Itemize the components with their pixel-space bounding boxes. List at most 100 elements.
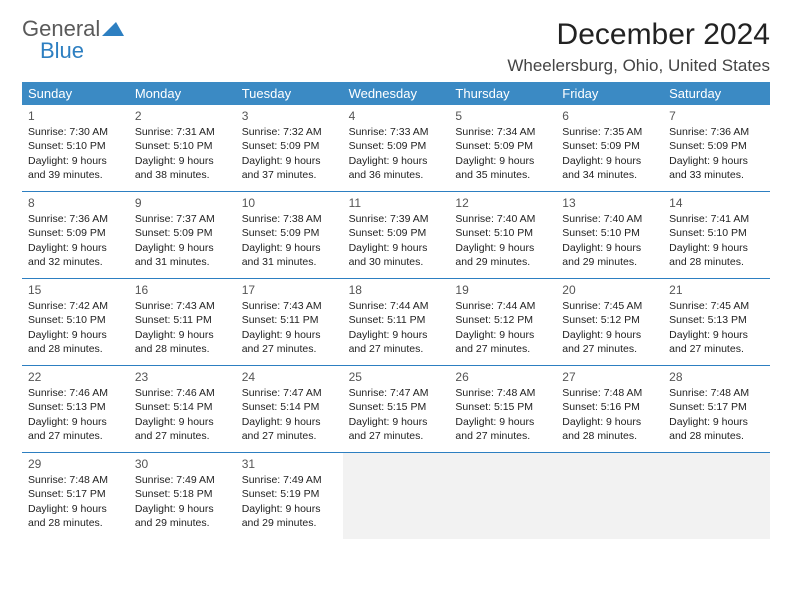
daylight-line: Daylight: 9 hours and 27 minutes. [242, 328, 337, 356]
sunrise-line: Sunrise: 7:34 AM [455, 125, 550, 139]
calendar: SundayMondayTuesdayWednesdayThursdayFrid… [22, 82, 770, 539]
logo-triangle-icon [102, 18, 124, 40]
sunrise-line: Sunrise: 7:38 AM [242, 212, 337, 226]
day-cell: 26Sunrise: 7:48 AMSunset: 5:15 PMDayligh… [449, 366, 556, 452]
day-cell: 6Sunrise: 7:35 AMSunset: 5:09 PMDaylight… [556, 105, 663, 191]
day-cell: 25Sunrise: 7:47 AMSunset: 5:15 PMDayligh… [343, 366, 450, 452]
day-cell: 30Sunrise: 7:49 AMSunset: 5:18 PMDayligh… [129, 453, 236, 539]
sunset-line: Sunset: 5:12 PM [562, 313, 657, 327]
day-cell: 28Sunrise: 7:48 AMSunset: 5:17 PMDayligh… [663, 366, 770, 452]
day-cell: 15Sunrise: 7:42 AMSunset: 5:10 PMDayligh… [22, 279, 129, 365]
daylight-line: Daylight: 9 hours and 28 minutes. [28, 502, 123, 530]
logo-word-2: Blue [40, 40, 124, 62]
daylight-line: Daylight: 9 hours and 29 minutes. [242, 502, 337, 530]
day-header: Monday [129, 82, 236, 105]
sunset-line: Sunset: 5:10 PM [28, 313, 123, 327]
day-cell: 31Sunrise: 7:49 AMSunset: 5:19 PMDayligh… [236, 453, 343, 539]
day-number: 13 [562, 195, 657, 211]
logo: General Blue [22, 18, 124, 62]
day-number: 29 [28, 456, 123, 472]
day-cell: 12Sunrise: 7:40 AMSunset: 5:10 PMDayligh… [449, 192, 556, 278]
day-cell: 1Sunrise: 7:30 AMSunset: 5:10 PMDaylight… [22, 105, 129, 191]
day-number: 3 [242, 108, 337, 124]
day-number: 28 [669, 369, 764, 385]
sunrise-line: Sunrise: 7:48 AM [669, 386, 764, 400]
sunrise-line: Sunrise: 7:35 AM [562, 125, 657, 139]
sunrise-line: Sunrise: 7:45 AM [562, 299, 657, 313]
day-number: 20 [562, 282, 657, 298]
day-number: 26 [455, 369, 550, 385]
sunrise-line: Sunrise: 7:43 AM [135, 299, 230, 313]
day-number: 25 [349, 369, 444, 385]
empty-cell [343, 453, 450, 539]
sunrise-line: Sunrise: 7:37 AM [135, 212, 230, 226]
sunset-line: Sunset: 5:10 PM [28, 139, 123, 153]
sunrise-line: Sunrise: 7:47 AM [242, 386, 337, 400]
empty-cell [449, 453, 556, 539]
sunset-line: Sunset: 5:14 PM [242, 400, 337, 414]
day-cell: 20Sunrise: 7:45 AMSunset: 5:12 PMDayligh… [556, 279, 663, 365]
week-row: 8Sunrise: 7:36 AMSunset: 5:09 PMDaylight… [22, 192, 770, 279]
daylight-line: Daylight: 9 hours and 33 minutes. [669, 154, 764, 182]
sunrise-line: Sunrise: 7:33 AM [349, 125, 444, 139]
day-cell: 24Sunrise: 7:47 AMSunset: 5:14 PMDayligh… [236, 366, 343, 452]
daylight-line: Daylight: 9 hours and 28 minutes. [135, 328, 230, 356]
day-cell: 18Sunrise: 7:44 AMSunset: 5:11 PMDayligh… [343, 279, 450, 365]
title-block: December 2024 Wheelersburg, Ohio, United… [507, 18, 770, 76]
day-cell: 23Sunrise: 7:46 AMSunset: 5:14 PMDayligh… [129, 366, 236, 452]
day-number: 17 [242, 282, 337, 298]
day-number: 5 [455, 108, 550, 124]
day-number: 11 [349, 195, 444, 211]
sunrise-line: Sunrise: 7:40 AM [455, 212, 550, 226]
day-number: 15 [28, 282, 123, 298]
sunrise-line: Sunrise: 7:46 AM [135, 386, 230, 400]
day-cell: 3Sunrise: 7:32 AMSunset: 5:09 PMDaylight… [236, 105, 343, 191]
daylight-line: Daylight: 9 hours and 38 minutes. [135, 154, 230, 182]
sunrise-line: Sunrise: 7:36 AM [28, 212, 123, 226]
daylight-line: Daylight: 9 hours and 27 minutes. [242, 415, 337, 443]
sunset-line: Sunset: 5:10 PM [455, 226, 550, 240]
sunrise-line: Sunrise: 7:36 AM [669, 125, 764, 139]
header: General Blue December 2024 Wheelersburg,… [22, 18, 770, 76]
sunset-line: Sunset: 5:14 PM [135, 400, 230, 414]
daylight-line: Daylight: 9 hours and 31 minutes. [242, 241, 337, 269]
day-number: 2 [135, 108, 230, 124]
day-number: 19 [455, 282, 550, 298]
sunset-line: Sunset: 5:11 PM [135, 313, 230, 327]
sunset-line: Sunset: 5:15 PM [455, 400, 550, 414]
day-cell: 21Sunrise: 7:45 AMSunset: 5:13 PMDayligh… [663, 279, 770, 365]
day-cell: 7Sunrise: 7:36 AMSunset: 5:09 PMDaylight… [663, 105, 770, 191]
daylight-line: Daylight: 9 hours and 27 minutes. [349, 415, 444, 443]
sunrise-line: Sunrise: 7:47 AM [349, 386, 444, 400]
day-headers-row: SundayMondayTuesdayWednesdayThursdayFrid… [22, 82, 770, 105]
sunrise-line: Sunrise: 7:44 AM [455, 299, 550, 313]
daylight-line: Daylight: 9 hours and 32 minutes. [28, 241, 123, 269]
week-row: 22Sunrise: 7:46 AMSunset: 5:13 PMDayligh… [22, 366, 770, 453]
day-number: 27 [562, 369, 657, 385]
sunrise-line: Sunrise: 7:40 AM [562, 212, 657, 226]
sunrise-line: Sunrise: 7:30 AM [28, 125, 123, 139]
empty-cell [663, 453, 770, 539]
daylight-line: Daylight: 9 hours and 27 minutes. [455, 328, 550, 356]
sunset-line: Sunset: 5:11 PM [349, 313, 444, 327]
daylight-line: Daylight: 9 hours and 28 minutes. [28, 328, 123, 356]
day-number: 4 [349, 108, 444, 124]
daylight-line: Daylight: 9 hours and 30 minutes. [349, 241, 444, 269]
day-number: 23 [135, 369, 230, 385]
daylight-line: Daylight: 9 hours and 29 minutes. [455, 241, 550, 269]
sunset-line: Sunset: 5:13 PM [28, 400, 123, 414]
day-cell: 16Sunrise: 7:43 AMSunset: 5:11 PMDayligh… [129, 279, 236, 365]
daylight-line: Daylight: 9 hours and 28 minutes. [669, 241, 764, 269]
day-header: Sunday [22, 82, 129, 105]
day-header: Friday [556, 82, 663, 105]
day-cell: 9Sunrise: 7:37 AMSunset: 5:09 PMDaylight… [129, 192, 236, 278]
sunset-line: Sunset: 5:12 PM [455, 313, 550, 327]
day-number: 30 [135, 456, 230, 472]
day-number: 8 [28, 195, 123, 211]
sunset-line: Sunset: 5:10 PM [669, 226, 764, 240]
daylight-line: Daylight: 9 hours and 35 minutes. [455, 154, 550, 182]
sunset-line: Sunset: 5:17 PM [28, 487, 123, 501]
daylight-line: Daylight: 9 hours and 27 minutes. [135, 415, 230, 443]
sunrise-line: Sunrise: 7:45 AM [669, 299, 764, 313]
day-cell: 17Sunrise: 7:43 AMSunset: 5:11 PMDayligh… [236, 279, 343, 365]
